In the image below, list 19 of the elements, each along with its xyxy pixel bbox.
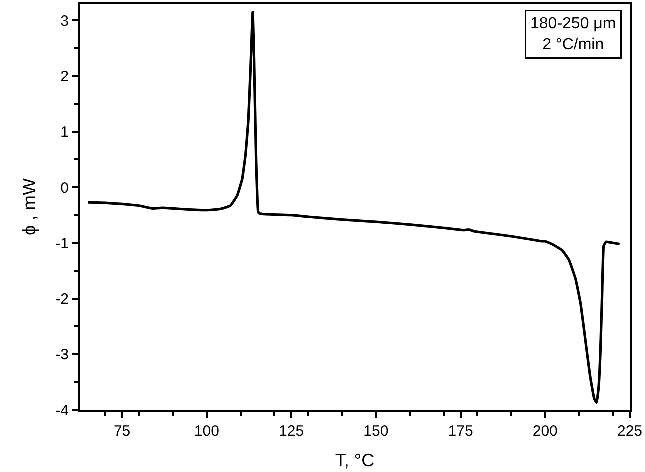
y-tick-label: 1 bbox=[60, 124, 69, 142]
annotation: 180-250 μm 2 °C/min bbox=[530, 16, 616, 54]
x-tick-label: 225 bbox=[617, 423, 643, 440]
y-tick-label: -3 bbox=[56, 346, 69, 364]
y-tick-label: 2 bbox=[60, 68, 69, 86]
y-tick-label: -2 bbox=[56, 291, 69, 308]
line-series bbox=[87, 11, 622, 404]
y-tick-label: -4 bbox=[56, 402, 69, 420]
x-tick-label: 175 bbox=[448, 423, 474, 440]
y-axis-title: ϕ , mW bbox=[19, 178, 40, 236]
x-tick-label: 125 bbox=[279, 423, 304, 440]
x-tick-label: 100 bbox=[194, 423, 220, 440]
y-tick-label: 3 bbox=[60, 12, 69, 30]
y-tick-label: -1 bbox=[56, 235, 69, 252]
y-tick-label: 0 bbox=[60, 180, 69, 197]
x-axis-title: T, °C bbox=[335, 450, 375, 471]
x-tick-label: 75 bbox=[114, 423, 131, 440]
x-tick-label: 200 bbox=[532, 423, 558, 440]
x-tick-label: 150 bbox=[364, 423, 389, 440]
